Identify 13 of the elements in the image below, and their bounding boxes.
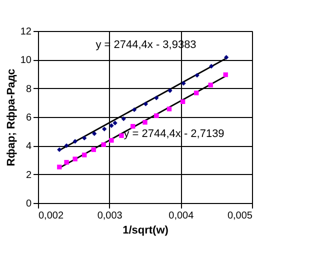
x-axis-title: 1/sqrt(w) (122, 224, 169, 236)
y-tick-label: 0 (26, 198, 32, 210)
x-tick-label: 0,003 (97, 210, 123, 222)
x-tick-label: 0,005 (227, 210, 253, 222)
y-tick-label: 10 (20, 55, 32, 66)
y-tick-label: 6 (26, 112, 32, 124)
y-tick-label: 12 (20, 26, 32, 38)
y-tick-label: 2 (26, 170, 32, 181)
x-tick-label: 0,002 (38, 210, 64, 222)
y-tick-label: 4 (26, 141, 32, 152)
y-tick-label: 8 (26, 84, 32, 95)
x-tick-label: 0,004 (168, 210, 194, 222)
y-axis-title: Rфар; Rфра-Радс (5, 68, 18, 166)
